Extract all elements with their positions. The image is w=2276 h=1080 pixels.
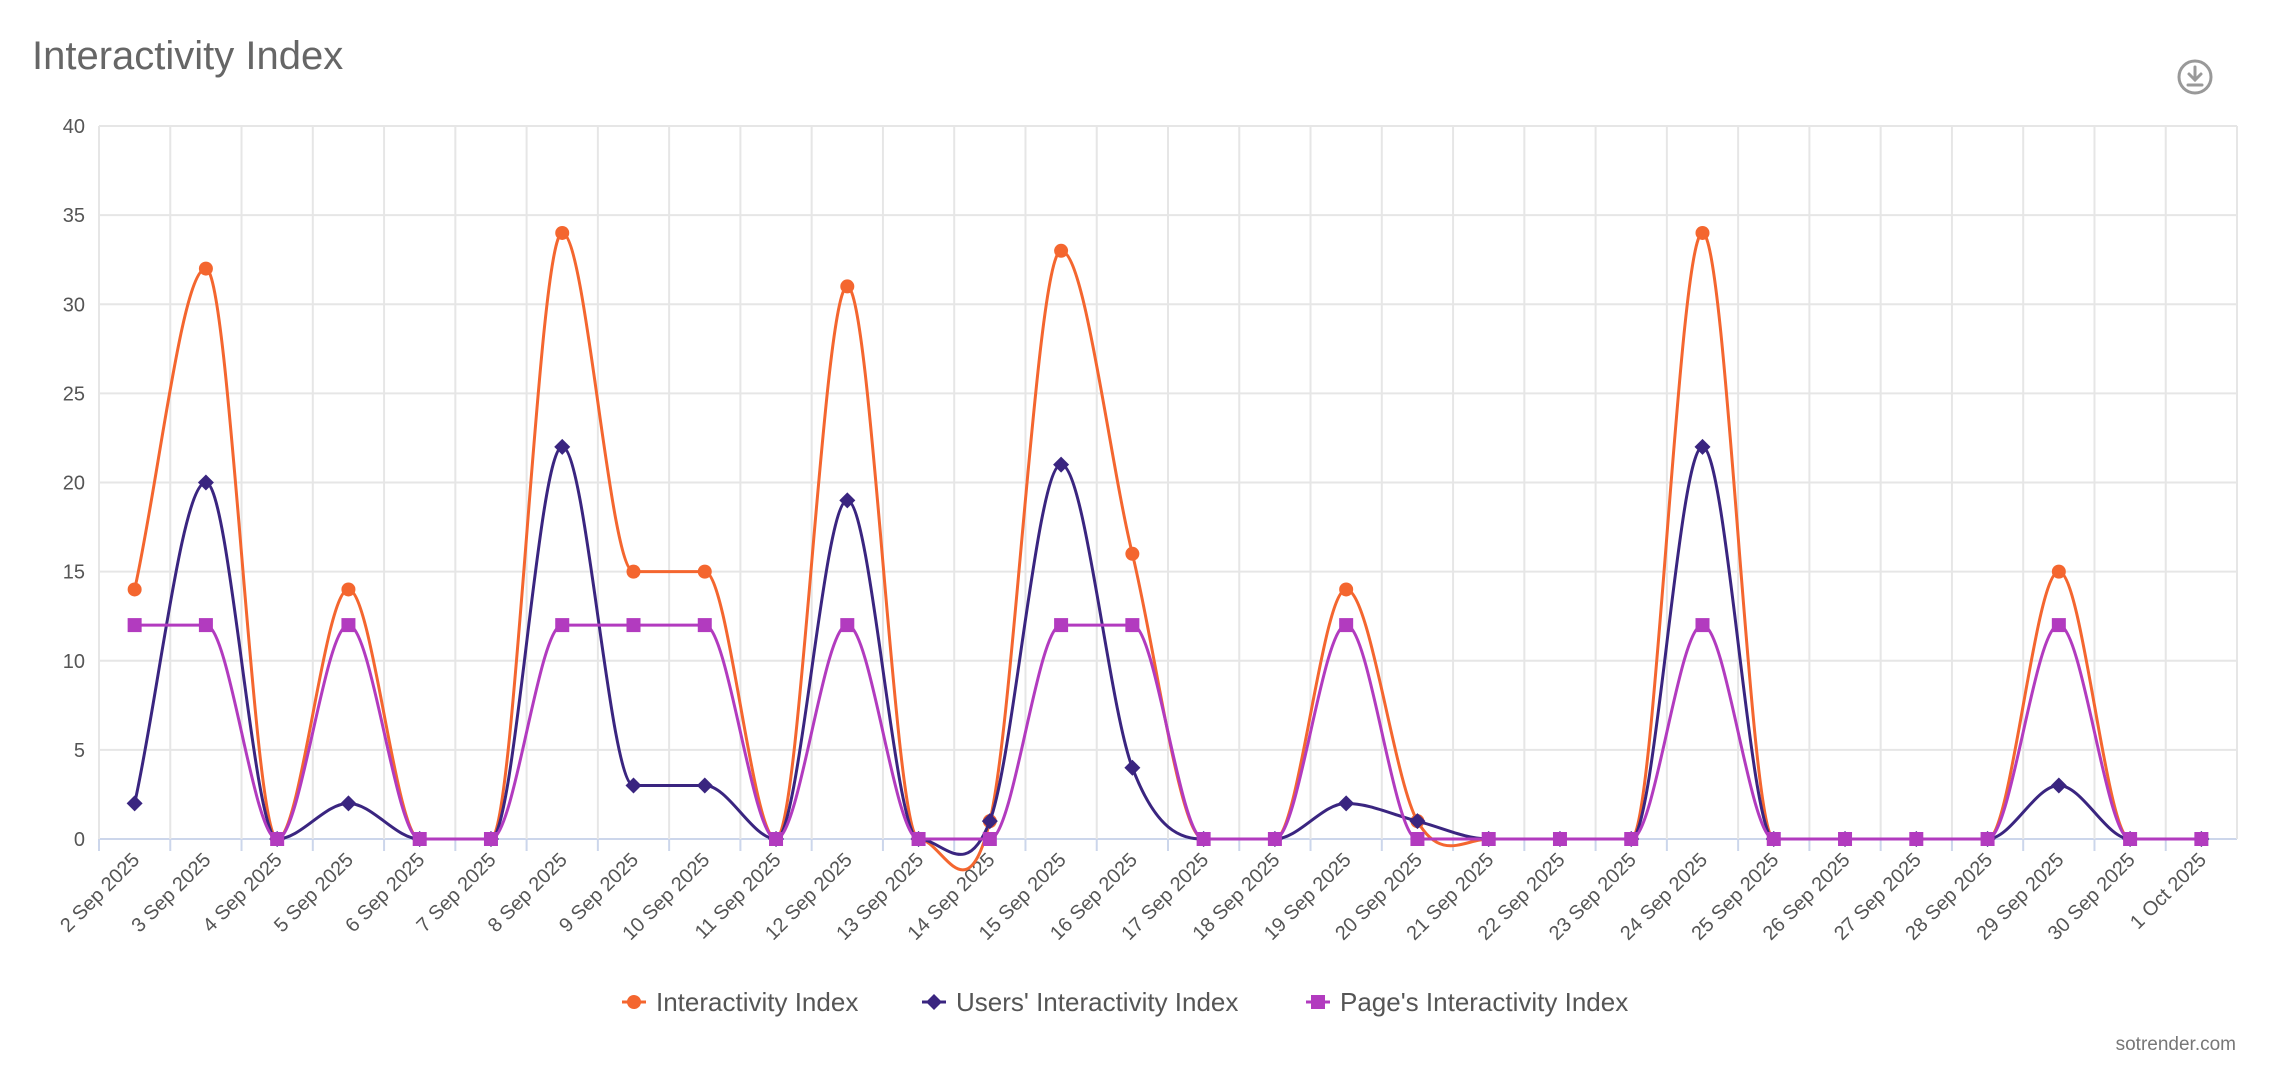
legend-label: Page's Interactivity Index <box>1340 987 1628 1017</box>
data-point <box>1909 832 1924 846</box>
y-tick-label: 0 <box>74 829 85 851</box>
data-point <box>1339 582 1354 597</box>
y-tick-label: 35 <box>63 205 85 227</box>
data-point <box>340 795 357 812</box>
data-point <box>341 582 356 597</box>
chart-title: Interactivity Index <box>32 34 344 78</box>
data-point <box>555 618 570 633</box>
y-tick-label: 20 <box>63 473 85 495</box>
data-point <box>554 438 571 455</box>
data-point <box>840 618 855 633</box>
legend-item[interactable]: Users' Interactivity Index <box>922 987 1238 1017</box>
data-point <box>1980 832 1995 846</box>
data-point <box>2194 832 2209 846</box>
data-point <box>127 618 142 633</box>
data-point <box>127 582 142 597</box>
data-point <box>696 777 713 794</box>
data-point <box>1410 832 1425 846</box>
data-point <box>270 832 285 846</box>
data-point <box>197 474 214 491</box>
data-point <box>697 618 712 633</box>
download-icon[interactable] <box>2176 58 2214 96</box>
y-tick-label: 10 <box>63 651 85 673</box>
data-point <box>126 795 143 812</box>
legend-label: Interactivity Index <box>656 987 858 1017</box>
data-point <box>1196 832 1211 846</box>
data-point <box>341 618 356 633</box>
data-point <box>1125 546 1140 561</box>
data-point <box>2051 618 2066 633</box>
credit-link[interactable]: sotrender.com <box>2115 1034 2236 1055</box>
legend-item[interactable]: Interactivity Index <box>622 987 858 1017</box>
y-tick-label: 25 <box>63 383 85 405</box>
legend-label: Users' Interactivity Index <box>956 987 1238 1017</box>
data-point <box>625 777 642 794</box>
data-point <box>1481 832 1496 846</box>
data-point <box>2123 832 2138 846</box>
data-point <box>1054 243 1069 258</box>
legend-marker <box>1311 995 1325 1009</box>
legend-item[interactable]: Page's Interactivity Index <box>1306 987 1628 1017</box>
data-point <box>1624 832 1639 846</box>
data-point <box>1124 759 1141 776</box>
data-point <box>1338 795 1355 812</box>
data-point <box>981 813 998 830</box>
data-point <box>555 225 570 240</box>
data-point <box>1125 618 1140 633</box>
data-point <box>1766 832 1781 846</box>
data-point <box>1054 618 1069 633</box>
data-point <box>1838 832 1853 846</box>
data-point <box>1409 813 1426 830</box>
data-point <box>982 832 997 846</box>
data-point <box>2051 564 2066 579</box>
data-point <box>1695 618 1710 633</box>
x-tick-label: 1 Oct 2025 <box>2126 849 2211 934</box>
data-point <box>1694 438 1711 455</box>
legend-marker <box>926 994 942 1010</box>
data-point <box>769 832 784 846</box>
y-tick-label: 5 <box>74 740 85 762</box>
y-tick-label: 15 <box>63 562 85 584</box>
legend-marker <box>627 995 641 1009</box>
data-point <box>911 832 926 846</box>
data-point <box>412 832 427 846</box>
data-point <box>2050 777 2067 794</box>
data-point <box>1267 832 1282 846</box>
data-point <box>198 261 213 276</box>
data-point <box>198 618 213 633</box>
data-point <box>626 564 641 579</box>
y-tick-label: 30 <box>63 294 85 316</box>
data-point <box>840 279 855 294</box>
data-point <box>1339 618 1354 633</box>
y-tick-label: 40 <box>63 116 85 138</box>
data-point <box>483 832 498 846</box>
data-point <box>1552 832 1567 846</box>
series-2 <box>127 618 2209 846</box>
data-point <box>1695 225 1710 240</box>
data-point <box>839 492 856 509</box>
data-point <box>1053 456 1070 473</box>
data-point <box>697 564 712 579</box>
data-point <box>626 618 641 633</box>
